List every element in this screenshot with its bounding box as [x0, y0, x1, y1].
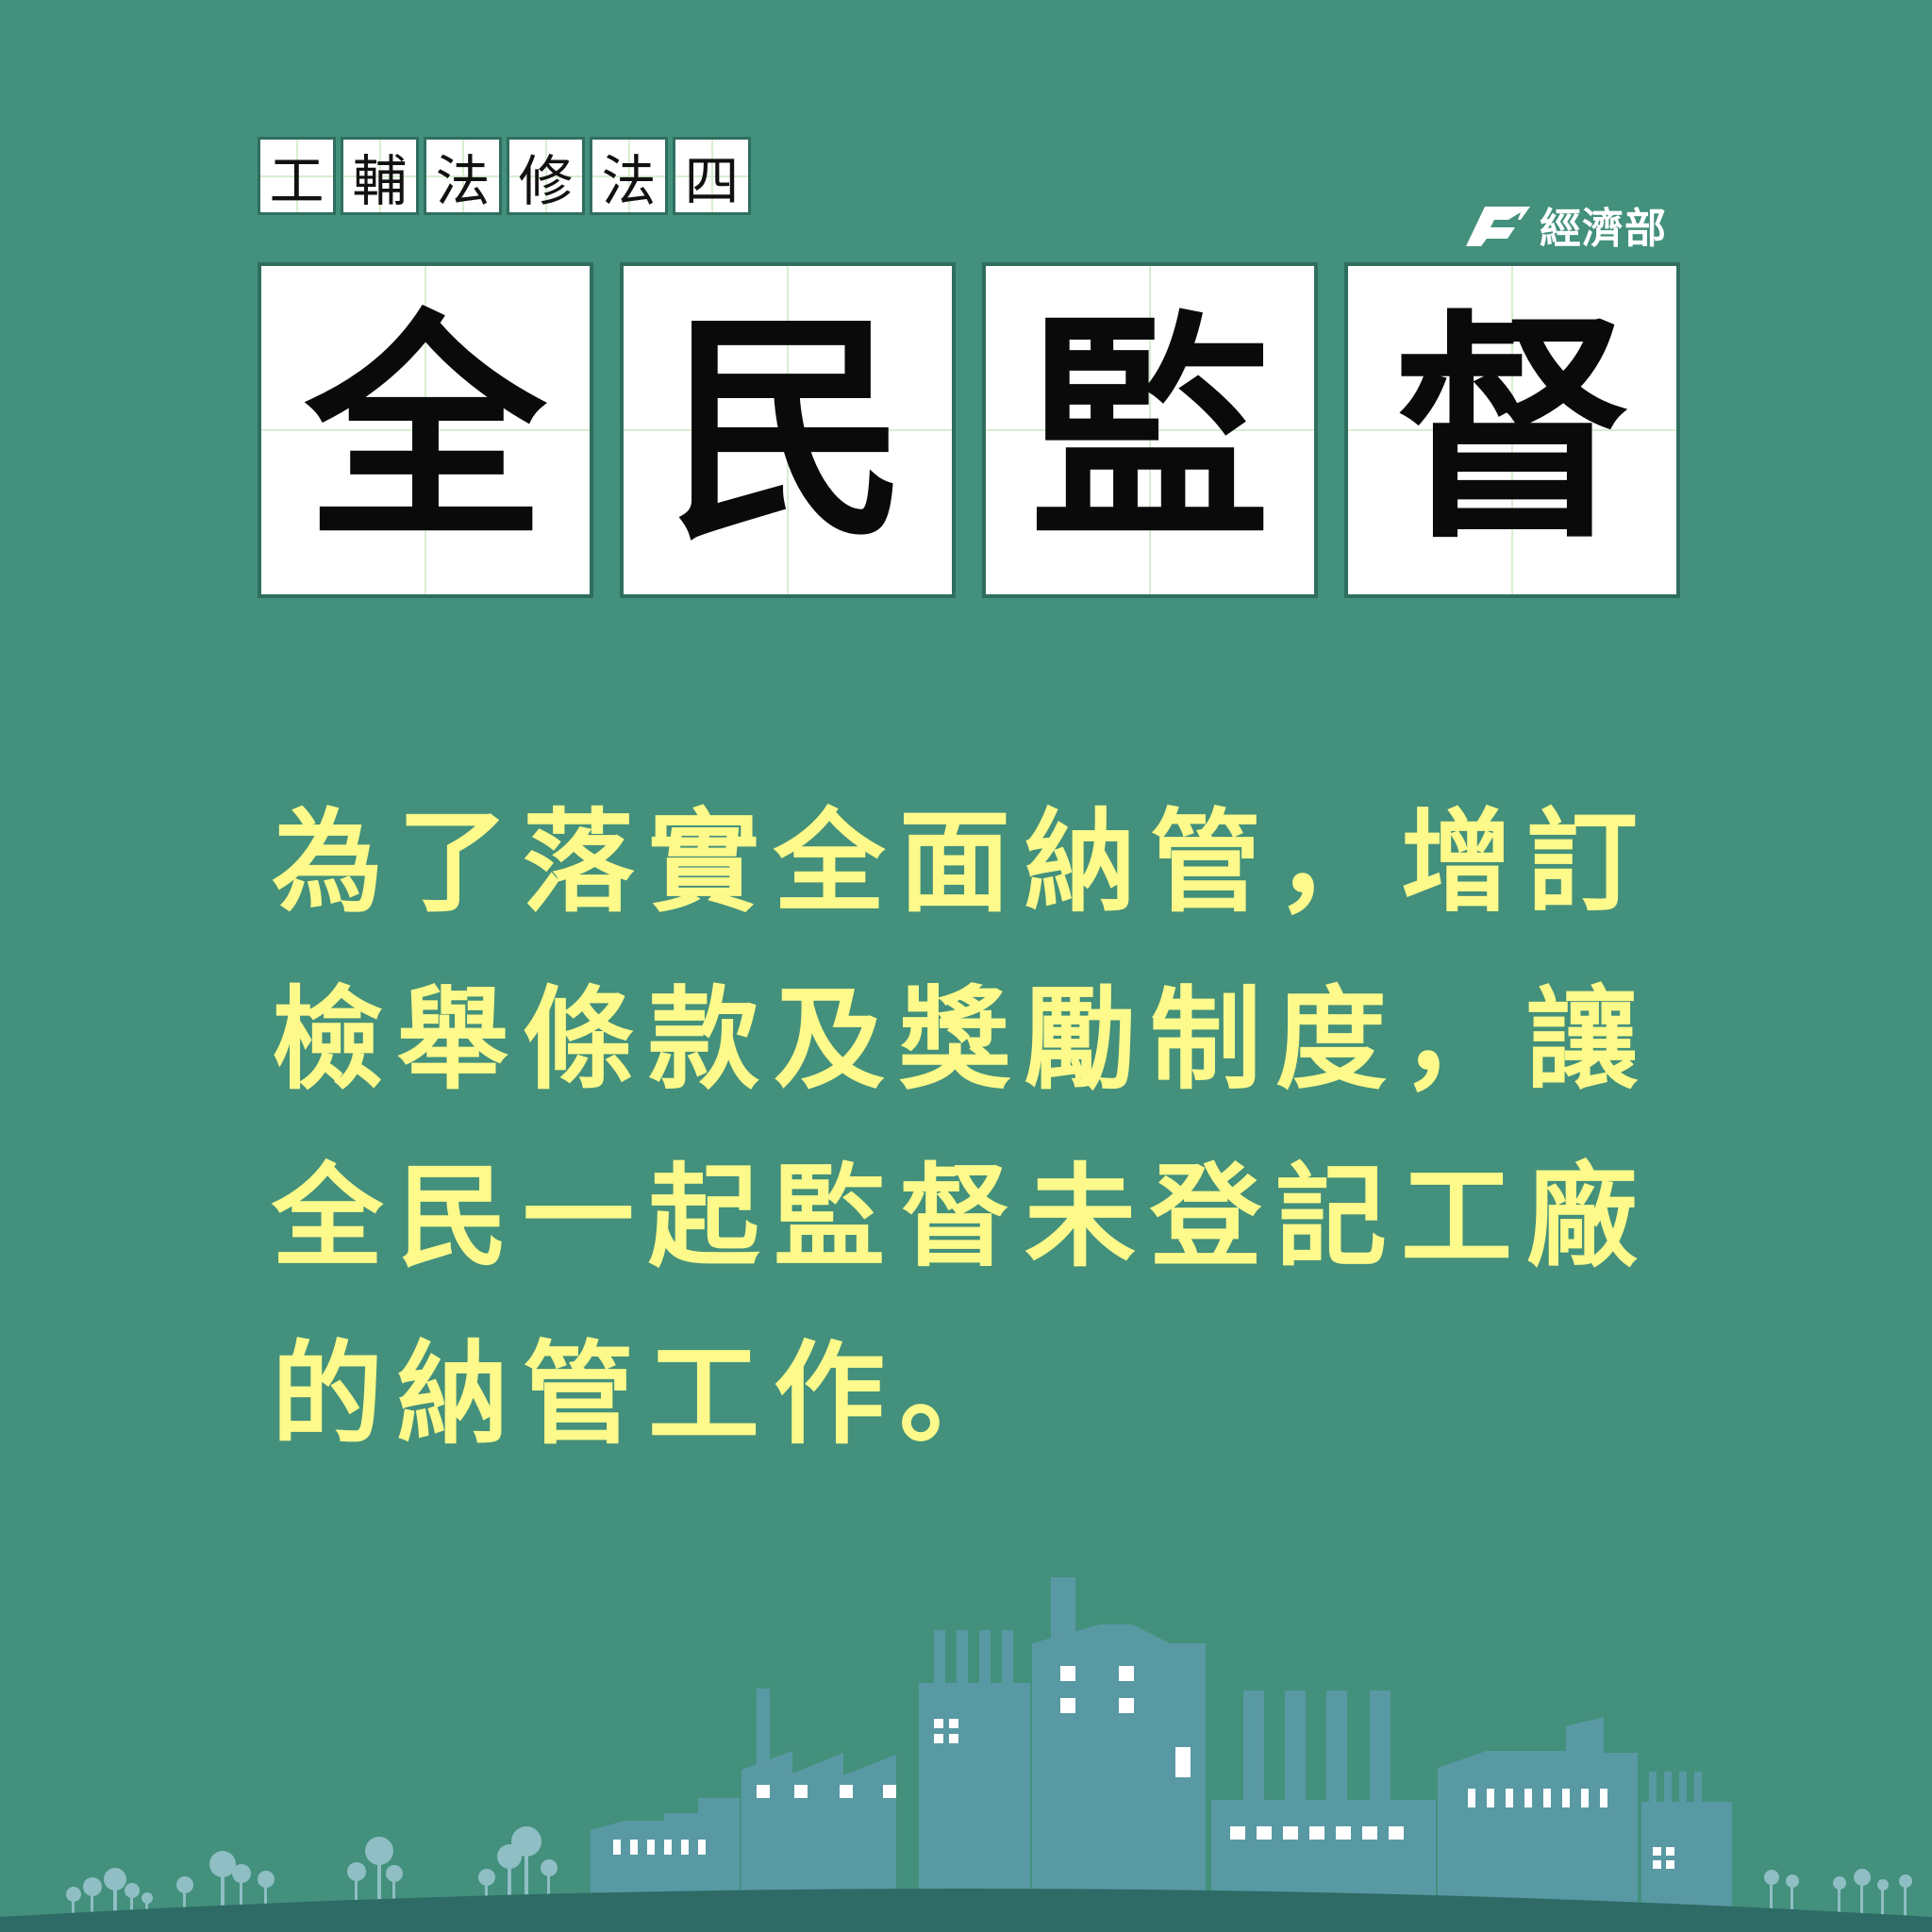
headline-char-box: 督: [1344, 262, 1680, 598]
headline-char-box: 監: [982, 262, 1318, 598]
ground-hill: [0, 1889, 1932, 1932]
series-char: 輔: [352, 148, 408, 213]
headline: 全 民 監 督: [258, 262, 1680, 598]
headline-char-box: 民: [620, 262, 956, 598]
headline-char: 督: [1391, 289, 1633, 572]
factory-windows: [613, 1666, 1674, 1869]
trees-right: [1764, 1869, 1912, 1917]
series-char: 法: [435, 148, 491, 213]
body-line: 全民一起監督未登記工廠: [272, 1152, 1653, 1282]
ministry-name: 經濟部: [1540, 205, 1667, 253]
headline-char: 全: [305, 289, 546, 572]
series-char: 四: [684, 148, 740, 213]
series-char-box: 法: [424, 137, 502, 215]
body-paragraph: 為了落實全面納管，增訂 檢舉條款及獎勵制度，讓 全民一起監督未登記工廠 的納管工…: [272, 774, 1677, 1483]
ministry-emblem-icon: [1466, 207, 1530, 246]
body-line: 為了落實全面納管，增訂: [272, 797, 1653, 927]
factory-buildings: [591, 1577, 1732, 1915]
headline-char: 民: [667, 289, 908, 572]
headline-char-box: 全: [258, 262, 593, 598]
body-line: 的納管工作。: [272, 1329, 1025, 1459]
ministry-logo: 經濟部: [1453, 194, 1667, 255]
body-line: 檢舉條款及獎勵制度，讓: [272, 974, 1653, 1105]
series-char: 修: [518, 148, 574, 213]
series-char: 法: [601, 148, 657, 213]
headline-char: 監: [1029, 289, 1271, 572]
series-char: 工: [269, 148, 325, 213]
series-char-box: 法: [590, 137, 668, 215]
